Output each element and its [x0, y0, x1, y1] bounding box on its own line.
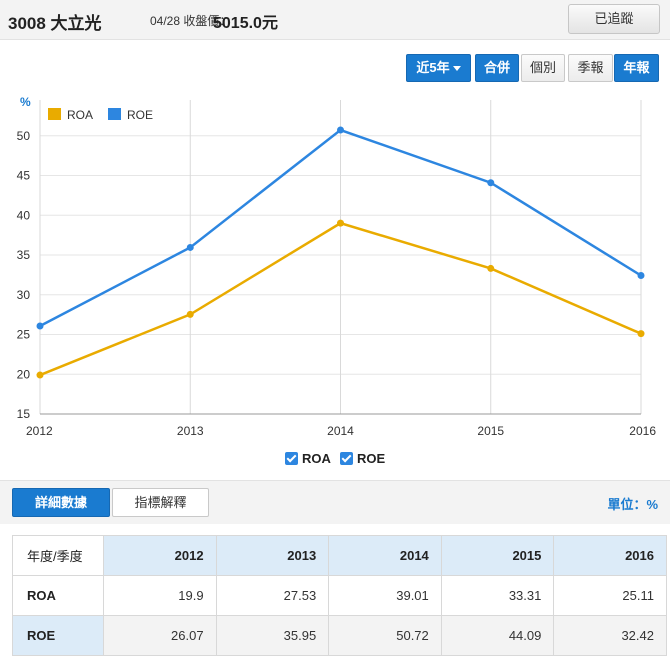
legend-label-roa: ROA	[67, 108, 93, 122]
column-header: 2013	[215, 535, 330, 576]
individual-button[interactable]: 個別	[521, 54, 565, 82]
x-tick-label: 2014	[327, 424, 354, 438]
y-tick-label: 35	[17, 248, 31, 262]
column-header: 2016	[553, 535, 667, 576]
table-header-row: 年度/季度 2012 2013 2014 2015 2016	[12, 535, 667, 576]
table-cell: 26.07	[103, 615, 217, 656]
data-point-roe	[487, 179, 495, 187]
table-cell: 50.72	[328, 615, 442, 656]
table-cell: 35.95	[215, 615, 330, 656]
x-tick-label: 2015	[477, 424, 504, 438]
data-point-roe	[337, 126, 344, 134]
row-label: ROE	[12, 615, 104, 656]
data-point-roa	[337, 219, 344, 227]
legend-swatch-roe	[108, 108, 121, 120]
period-dropdown[interactable]: 近5年	[406, 54, 471, 82]
checkbox-icon	[285, 452, 298, 465]
data-point-roe	[186, 243, 194, 251]
x-tick-label: 2016	[629, 424, 656, 438]
tab-bar: 詳細數據 指標解釋 單位：%	[0, 480, 670, 524]
table-cell: 33.31	[440, 575, 555, 616]
chevron-down-icon	[452, 66, 461, 72]
y-tick-label: 20	[17, 367, 31, 381]
data-point-roa	[487, 264, 495, 272]
y-tick-label: 25	[17, 328, 31, 342]
toggle-roa[interactable]: ROA	[285, 451, 331, 467]
column-header: 2012	[103, 535, 217, 576]
y-tick-label: 30	[17, 288, 31, 302]
table-cell: 25.11	[553, 575, 667, 616]
row-label: ROA	[12, 575, 104, 616]
data-point-roa	[186, 310, 194, 318]
y-tick-label: 40	[17, 208, 31, 222]
period-label: 近5年	[416, 60, 450, 75]
checkbox-icon	[340, 452, 353, 465]
y-tick-label: 15	[17, 407, 31, 421]
table-corner: 年度/季度	[12, 535, 104, 576]
legend-swatch-roa	[48, 108, 61, 120]
consolidated-button[interactable]: 合併	[475, 54, 519, 82]
table-cell: 19.9	[103, 575, 217, 616]
annual-button[interactable]: 年報	[614, 54, 659, 82]
table-cell: 44.09	[440, 615, 555, 656]
table-cell: 39.01	[328, 575, 442, 616]
table-cell: 32.42	[553, 615, 667, 656]
tab-detail[interactable]: 詳細數據	[12, 488, 110, 517]
close-price: 5015.0元	[213, 15, 278, 32]
series-toggles: ROA ROE	[0, 450, 670, 470]
line-chart: 15 20 25 30 35 40 45 50% 2012 2013 2014 2015 2016 ROA…	[17, 95, 657, 438]
quarterly-button[interactable]: 季報	[568, 54, 613, 82]
toggle-roa-label: ROA	[302, 451, 331, 466]
header-bar: 3008 大立光 04/28 收盤價： 5015.0元 已追蹤	[0, 0, 670, 40]
unit-label: 單位：%	[607, 497, 658, 512]
data-point-roe	[36, 322, 44, 330]
y-tick-label: 50	[17, 129, 31, 143]
y-tick-label: 45	[17, 169, 31, 183]
column-header: 2015	[440, 535, 555, 576]
column-header: 2014	[328, 535, 442, 576]
close-date-label: 04/28 收盤價：	[150, 14, 232, 28]
y-axis-unit: %	[20, 95, 31, 109]
toggle-roe-label: ROE	[357, 451, 386, 466]
toggle-roe[interactable]: ROE	[340, 451, 385, 467]
x-tick-label: 2013	[177, 424, 204, 438]
x-tick-label: 2012	[26, 424, 53, 438]
data-point-roa	[36, 371, 44, 379]
table-row: ROE 26.07 35.95 50.72 44.09 32.42	[12, 615, 667, 656]
legend-label-roe: ROE	[127, 108, 153, 122]
stock-title: 3008 大立光	[8, 14, 102, 33]
tab-explain[interactable]: 指標解釋	[112, 488, 209, 517]
data-table: 年度/季度 2012 2013 2014 2015 2016 ROA 19.9 …	[12, 535, 667, 656]
table-cell: 27.53	[215, 575, 330, 616]
table-row: ROA 19.9 27.53 39.01 33.31 25.11	[12, 575, 667, 616]
data-point-roa	[637, 330, 645, 338]
data-point-roe	[637, 272, 645, 280]
track-button[interactable]: 已追蹤	[568, 4, 660, 34]
